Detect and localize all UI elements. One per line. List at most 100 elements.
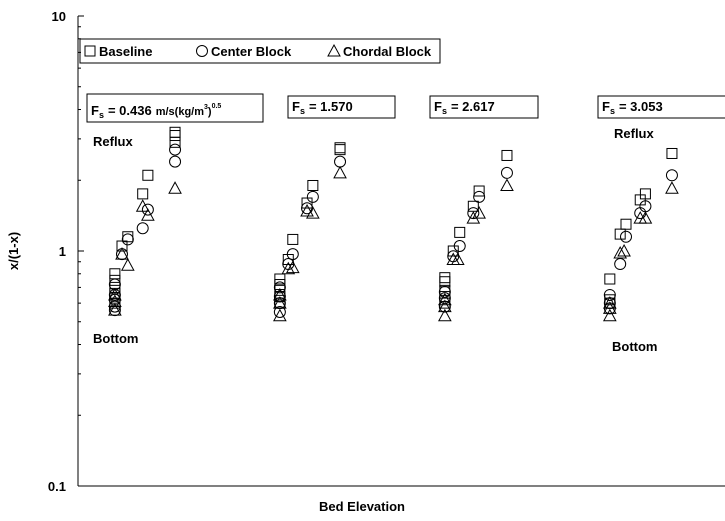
point-circle bbox=[141, 203, 154, 216]
point-triangle bbox=[438, 292, 452, 306]
annotation: Bottom bbox=[93, 331, 139, 346]
point-square bbox=[142, 169, 154, 181]
point-triangle bbox=[617, 243, 631, 257]
fs-text: = 2.617 bbox=[451, 99, 495, 114]
y-tick-label: 1 bbox=[59, 244, 66, 259]
point-circle bbox=[136, 222, 149, 235]
fs-subscript: s bbox=[610, 106, 615, 116]
fs-text: = 3.053 bbox=[619, 99, 663, 114]
point-square bbox=[334, 142, 346, 154]
point-circle bbox=[473, 190, 486, 203]
point-circle bbox=[273, 281, 286, 294]
fs-symbol: F bbox=[434, 99, 442, 114]
point-triangle bbox=[273, 308, 287, 322]
point-triangle bbox=[285, 260, 300, 274]
fs-text: = 1.570 bbox=[309, 99, 353, 114]
point-square bbox=[666, 147, 678, 159]
point-triangle bbox=[168, 181, 182, 194]
x-axis-title: Bed Elevation bbox=[319, 499, 405, 514]
point-square bbox=[274, 273, 286, 285]
point-square bbox=[620, 218, 632, 230]
fs-box bbox=[287, 95, 396, 119]
point-circle bbox=[169, 143, 182, 156]
fs-subscript: s bbox=[442, 106, 447, 116]
fs-subscript: s bbox=[300, 106, 305, 116]
point-triangle bbox=[273, 296, 287, 309]
fs-text: = 0.436 bbox=[108, 103, 152, 118]
point-triangle bbox=[602, 308, 617, 322]
point-triangle bbox=[602, 296, 617, 309]
point-square bbox=[116, 240, 128, 252]
point-circle bbox=[665, 169, 678, 182]
point-triangle bbox=[300, 203, 314, 217]
point-triangle bbox=[450, 252, 465, 266]
point-triangle bbox=[281, 261, 296, 275]
point-triangle bbox=[273, 287, 287, 301]
point-square bbox=[454, 226, 466, 238]
point-circle bbox=[500, 166, 513, 179]
point-circle bbox=[108, 278, 121, 291]
point-triangle bbox=[613, 246, 628, 259]
point-triangle bbox=[438, 299, 452, 313]
point-triangle bbox=[141, 208, 155, 221]
point-circle bbox=[438, 292, 451, 305]
legend-marker bbox=[196, 45, 208, 57]
legend-label: Chordal Block bbox=[343, 44, 432, 59]
annotation: Reflux bbox=[93, 134, 134, 149]
point-circle bbox=[453, 240, 466, 253]
fs-box bbox=[86, 93, 264, 123]
point-triangle bbox=[108, 303, 122, 316]
point-circle bbox=[169, 155, 182, 168]
point-triangle bbox=[472, 206, 486, 219]
point-circle bbox=[620, 230, 633, 243]
point-triangle bbox=[638, 211, 653, 224]
fs-label: Fs = 1.570 bbox=[292, 99, 353, 116]
legend-label: Baseline bbox=[99, 44, 152, 59]
point-square bbox=[109, 297, 121, 309]
fs-box bbox=[429, 95, 539, 119]
fs-unit-close: ) bbox=[208, 106, 212, 118]
point-square bbox=[473, 185, 485, 197]
fs-label: Fs = 3.053 bbox=[602, 99, 663, 116]
legend-marker bbox=[327, 43, 341, 57]
point-square bbox=[614, 228, 626, 240]
point-circle bbox=[286, 248, 299, 261]
point-circle bbox=[273, 306, 286, 319]
point-circle bbox=[273, 290, 286, 303]
y-tick-label: 10 bbox=[52, 9, 66, 24]
point-triangle bbox=[115, 247, 129, 260]
point-triangle bbox=[500, 178, 514, 191]
point-circle bbox=[306, 190, 319, 203]
fs-unit: m/s(kg/m bbox=[156, 106, 205, 118]
fs-exponent: 0.5 bbox=[212, 103, 222, 110]
point-triangle bbox=[135, 199, 150, 212]
annotation: Reflux bbox=[614, 126, 655, 141]
fs-unit-power: 3 bbox=[204, 104, 208, 111]
legend-label: Center Block bbox=[211, 44, 292, 59]
fs-label: Fs = 2.617 bbox=[434, 99, 495, 116]
point-circle bbox=[121, 233, 134, 246]
legend-marker bbox=[84, 45, 96, 57]
point-square bbox=[501, 149, 513, 161]
point-square bbox=[287, 233, 299, 245]
point-triangle bbox=[333, 165, 347, 179]
point-circle bbox=[438, 285, 451, 298]
point-triangle bbox=[108, 287, 122, 301]
point-square bbox=[109, 274, 121, 286]
y-axis-title: x/(1-x) bbox=[6, 232, 21, 270]
point-triangle bbox=[108, 294, 122, 307]
y-tick-label: 0.1 bbox=[48, 479, 66, 494]
annotation: Bottom bbox=[612, 339, 658, 354]
point-square bbox=[639, 188, 651, 200]
fs-symbol: F bbox=[91, 103, 99, 118]
fs-symbol: F bbox=[292, 99, 300, 114]
point-square bbox=[137, 188, 149, 200]
legend-box bbox=[79, 38, 441, 64]
fs-subscript: s bbox=[99, 110, 104, 120]
point-triangle bbox=[602, 301, 617, 314]
point-triangle bbox=[120, 258, 135, 271]
fs-symbol: F bbox=[602, 99, 610, 114]
point-square bbox=[307, 179, 319, 191]
